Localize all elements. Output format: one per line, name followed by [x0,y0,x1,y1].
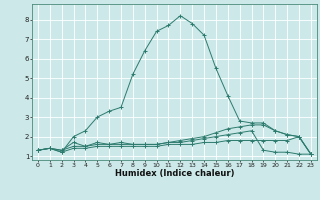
X-axis label: Humidex (Indice chaleur): Humidex (Indice chaleur) [115,169,234,178]
